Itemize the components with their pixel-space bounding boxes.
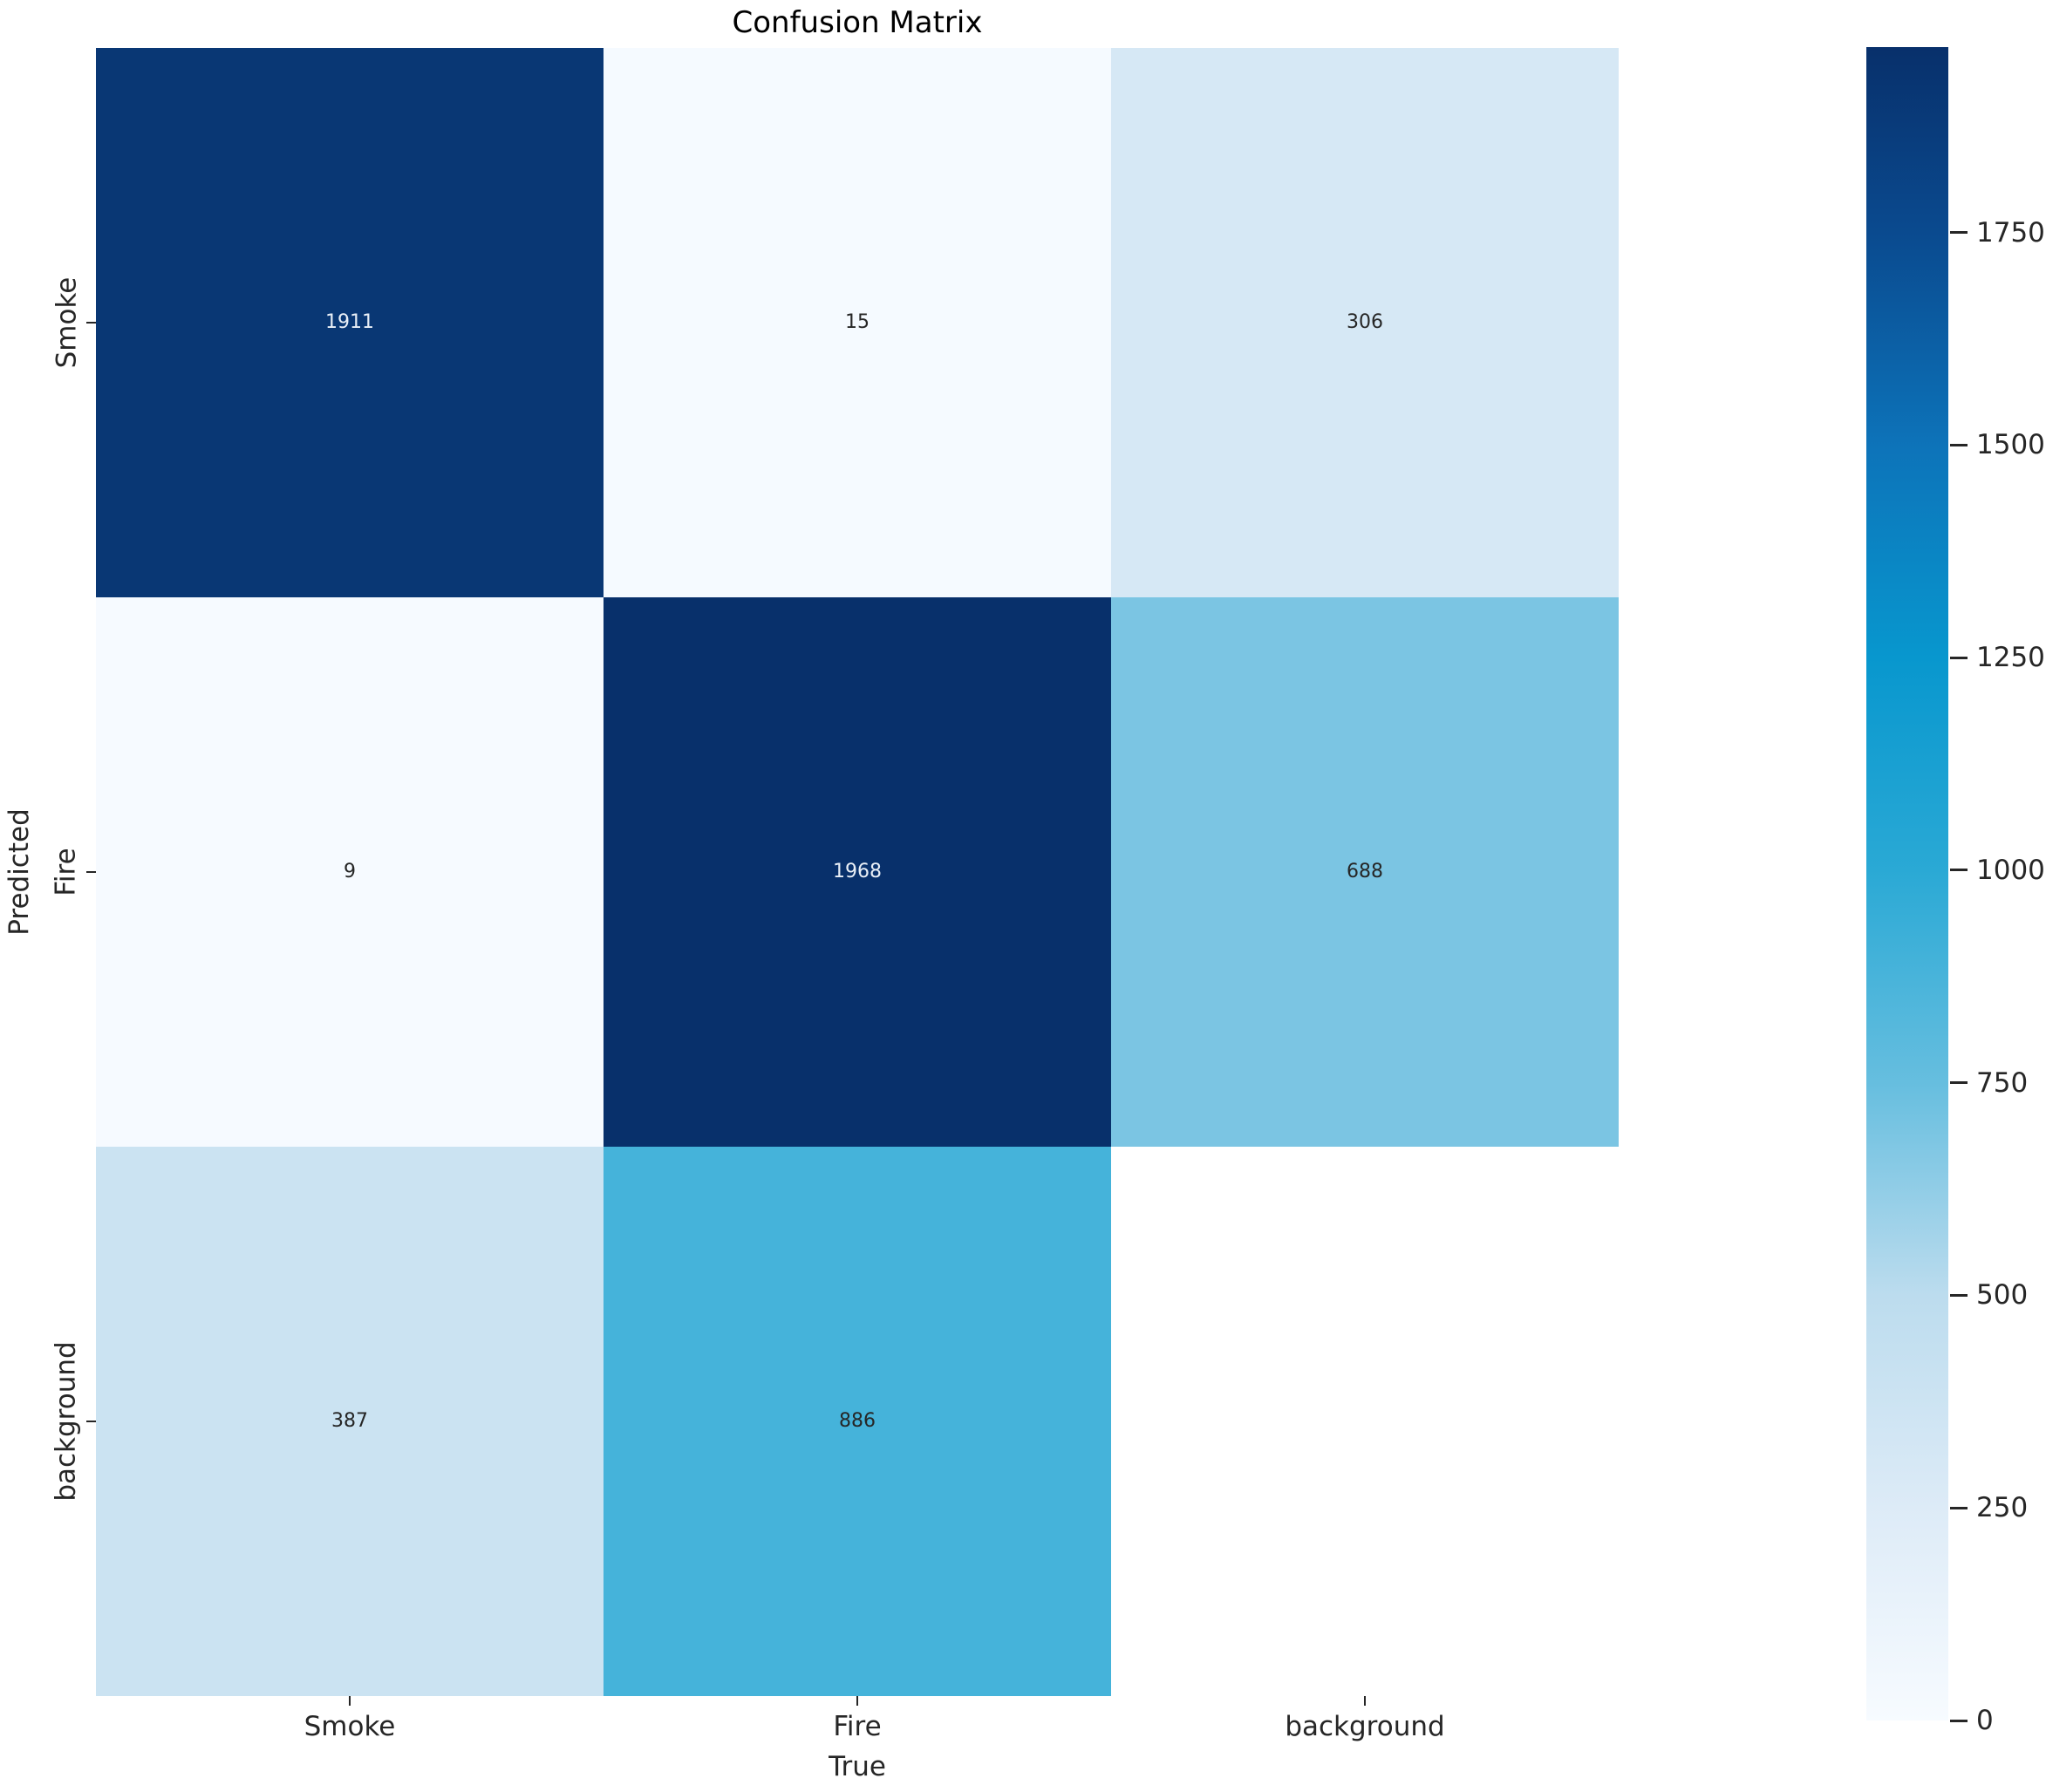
heatmap-cell-Smoke-Smoke: 1911 (96, 48, 604, 597)
colorbar-tick-mark (1950, 1719, 1968, 1722)
cell-value: 1911 (325, 311, 374, 333)
heatmap-cell-background-background (1111, 1147, 1619, 1696)
colorbar (1866, 47, 1948, 1720)
colorbar-tick-mark (1950, 231, 1968, 235)
y-tick-label-text: Fire (51, 848, 83, 896)
y-axis-label-text: Predicted (3, 808, 35, 936)
y-tick-label-text: Smoke (51, 276, 83, 369)
y-tick-mark (86, 322, 96, 324)
colorbar-tick-label-1500: 1500 (1976, 429, 2045, 461)
heatmap: 1911 15 306 9 1968 688 387 886 (96, 48, 1619, 1696)
heatmap-cell-Fire-Smoke: 9 (96, 597, 604, 1147)
cell-value: 9 (344, 861, 356, 882)
y-tick-label-Smoke: Smoke (51, 148, 82, 497)
x-tick-label-Smoke: Smoke (303, 1711, 396, 1742)
colorbar-tick-label-500: 500 (1976, 1279, 2029, 1312)
heatmap-cell-Fire-Fire: 1968 (604, 597, 1111, 1147)
cell-value: 688 (1347, 861, 1383, 882)
cell-value: 15 (845, 311, 870, 333)
colorbar-tick-label-1250: 1250 (1976, 642, 2045, 674)
heatmap-cell-Fire-background: 688 (1111, 597, 1619, 1147)
colorbar-tick-label-1000: 1000 (1976, 854, 2045, 886)
colorbar-tick-label-1750: 1750 (1976, 216, 2045, 249)
colorbar-tick-label-0: 0 (1976, 1705, 1994, 1736)
heatmap-cell-Smoke-Fire: 15 (604, 48, 1111, 597)
x-tick-label-Fire: Fire (833, 1711, 882, 1742)
y-tick-label-text: background (51, 1341, 83, 1502)
y-tick-label-Fire: Fire (51, 698, 82, 1046)
cell-value: 1968 (833, 861, 882, 882)
y-tick-label-background: background (51, 1247, 82, 1596)
colorbar-tick-mark (1950, 1506, 1968, 1509)
colorbar-tick-mark (1950, 869, 1968, 872)
x-axis-label: True (829, 1751, 886, 1782)
chart-title: Confusion Matrix (732, 5, 983, 40)
y-tick-mark (86, 1421, 96, 1422)
colorbar-tick-mark (1950, 656, 1968, 659)
y-axis-label: Predicted (2, 48, 37, 1696)
colorbar-tick-mark (1950, 1293, 1968, 1297)
colorbar-tick-label-750: 750 (1976, 1066, 2029, 1099)
x-tick-mark (856, 1696, 858, 1706)
cell-value: 306 (1347, 311, 1383, 333)
x-tick-label-background: background (1285, 1711, 1445, 1742)
colorbar-tick-mark (1950, 1081, 1968, 1085)
colorbar-tick-mark (1950, 443, 1968, 446)
heatmap-cell-background-Fire: 886 (604, 1147, 1111, 1696)
x-tick-mark (1364, 1696, 1366, 1706)
heatmap-cell-Smoke-background: 306 (1111, 48, 1619, 597)
cell-value: 886 (839, 1410, 876, 1432)
y-tick-mark (86, 871, 96, 873)
heatmap-cell-background-Smoke: 387 (96, 1147, 604, 1696)
x-tick-mark (349, 1696, 351, 1706)
colorbar-tick-label-250: 250 (1976, 1492, 2029, 1524)
cell-value: 387 (331, 1410, 368, 1432)
